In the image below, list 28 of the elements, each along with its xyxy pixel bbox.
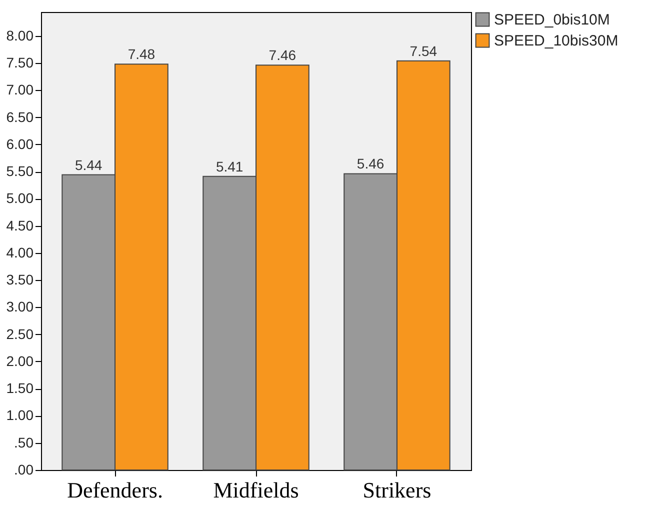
y-tick-label: 2.50 <box>6 326 34 342</box>
data-label: 7.54 <box>410 42 438 59</box>
y-tick-label: 6.00 <box>6 136 34 152</box>
data-label: 5.46 <box>356 156 384 172</box>
y-tick-label: 8.00 <box>6 27 34 44</box>
data-label: 7.48 <box>128 46 156 62</box>
y-tick-label: 4.50 <box>6 217 34 234</box>
y-tick-label: 5.50 <box>6 163 34 180</box>
legend-label: SPEED_10bis30M <box>494 32 618 50</box>
y-tick-label: 3.00 <box>6 298 34 315</box>
x-tick-label: Strikers <box>362 478 432 502</box>
data-label: 7.46 <box>268 47 296 64</box>
y-tick-label: 7.00 <box>6 82 34 98</box>
data-label: 5.44 <box>74 156 102 173</box>
y-tick-label: .50 <box>14 434 34 450</box>
y-tick-label: 6.50 <box>6 108 34 125</box>
legend-label: SPEED_0bis10M <box>494 12 610 28</box>
y-tick-label: 7.50 <box>6 54 34 71</box>
y-tick-label: 1.50 <box>6 380 34 396</box>
y-tick-label: 3.50 <box>6 272 34 288</box>
y-tick-label: .00 <box>14 462 34 478</box>
y-tick-label: 1.00 <box>6 407 34 424</box>
y-tick-label: 5.00 <box>6 190 34 206</box>
x-tick-label: Defenders. <box>67 478 163 502</box>
y-tick-label: 2.00 <box>6 352 34 369</box>
x-tick-label: Midfields <box>213 478 299 502</box>
y-tick-label: 4.00 <box>6 244 34 260</box>
data-label: 5.41 <box>216 158 244 174</box>
